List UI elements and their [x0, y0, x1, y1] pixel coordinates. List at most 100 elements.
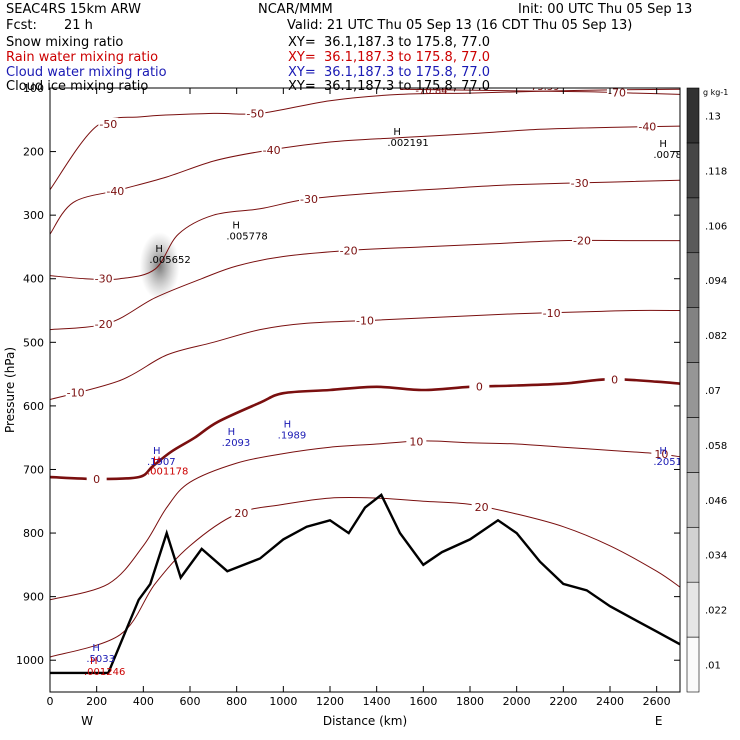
extremum-value-label: .005652 — [149, 255, 190, 266]
isotherm-label: 0 — [476, 381, 483, 394]
isotherm-label: -50 — [99, 118, 117, 131]
colorbar-unit: g kg-1 — [703, 88, 728, 97]
isotherm-minus70 — [399, 88, 680, 95]
x-tick-label: 1400 — [363, 695, 391, 708]
colorbar-swatch — [686, 87, 700, 144]
west-label: W — [81, 714, 93, 728]
extremum-h-marker: H — [659, 139, 667, 150]
fcst-label: Fcst: — [6, 18, 37, 33]
field-xy-cloud-water: XY= 36.1,187.3 to 175.8, 77.0 — [288, 65, 491, 80]
colorbar-swatch — [686, 307, 700, 363]
terrain-line — [50, 493, 680, 675]
colorbar-label: .01 — [705, 661, 721, 672]
colorbar-label: .046 — [705, 496, 727, 507]
east-label: E — [655, 714, 663, 728]
colorbar-swatch — [686, 581, 700, 638]
extremum-value-label: .2093 — [222, 438, 251, 449]
fcst-value: 21 h — [64, 18, 93, 33]
field-name-cloud-ice: Cloud ice mixing ratio — [6, 79, 149, 94]
x-tick-label: 2600 — [643, 695, 671, 708]
plot-frame — [49, 87, 681, 693]
isotherm-label: -30 — [300, 193, 318, 206]
y-tick-label: 700 — [23, 463, 44, 476]
x-tick-label: 1200 — [316, 695, 344, 708]
x-tick-label: 2200 — [549, 695, 577, 708]
colorbar-swatch — [686, 417, 700, 473]
extremum-value-label: .5033 — [86, 654, 115, 665]
extremum-h-marker: H — [284, 419, 292, 430]
colorbar-label: .034 — [705, 551, 727, 562]
extremum-value-label: .1989 — [278, 430, 307, 441]
isotherm-label: -40 — [106, 185, 124, 198]
y-tick-label: 300 — [23, 209, 44, 222]
isotherm-label: -10 — [543, 307, 561, 320]
colorbar-swatch — [686, 526, 700, 583]
isotherm-label: -50 — [246, 107, 264, 120]
isotherm-label: 10 — [654, 448, 668, 461]
model-title: SEAC4RS 15km ARW — [6, 2, 142, 17]
extremum-h-marker: H — [153, 456, 161, 467]
extremum-value-label: .1907 — [147, 457, 176, 468]
colorbar-label: .058 — [705, 441, 727, 452]
y-tick-label: 400 — [23, 273, 44, 286]
isotherm-minus10 — [50, 309, 680, 400]
colorbar-swatch — [686, 362, 700, 418]
extremum-value-label: .2051 — [653, 457, 682, 468]
colorbar-label: .118 — [705, 166, 727, 177]
field-name-rain: Rain water mixing ratio — [6, 50, 159, 65]
y-tick-label: 200 — [23, 146, 44, 159]
colorbar-label: .106 — [705, 221, 727, 232]
extremum-h-marker: H — [228, 427, 236, 438]
isotherm-10 — [50, 440, 680, 601]
y-tick-label: 500 — [23, 336, 44, 349]
colorbar-label: .082 — [705, 331, 727, 342]
org-label: NCAR/MMM — [258, 2, 333, 17]
isotherm-label: 20 — [234, 507, 248, 520]
isotherm-label: 20 — [475, 501, 489, 514]
extremum-h-marker: H — [90, 656, 98, 667]
colorbar-label: .07 — [705, 386, 721, 397]
x-tick-label: 400 — [133, 695, 154, 708]
isotherm-label: -20 — [95, 318, 113, 331]
colorbar-swatch — [686, 142, 700, 199]
extremum-h-marker: H — [92, 643, 100, 654]
isotherm-label: -40 — [638, 121, 656, 134]
extremum-h-marker: H — [155, 244, 163, 255]
x-tick-label: 1800 — [456, 695, 484, 708]
isotherm-minus30 — [50, 179, 680, 281]
x-tick-label: 1600 — [409, 695, 437, 708]
extremum-h-marker: H — [232, 220, 240, 231]
colorbar-swatch — [686, 197, 700, 254]
field-xy-snow: XY= 36.1,187.3 to 175.8, 77.0 — [288, 35, 491, 50]
y-tick-label: 600 — [23, 400, 44, 413]
isotherm-label: 0 — [611, 373, 618, 386]
init-time: Init: 00 UTC Thu 05 Sep 13 — [518, 2, 693, 17]
colorbar-swatch — [686, 252, 700, 308]
isotherm-label: -30 — [95, 273, 113, 286]
extremum-value-label: .001178 — [147, 467, 188, 478]
isotherm-label: -10 — [356, 315, 374, 328]
isotherm-label: 10 — [409, 435, 423, 448]
isotherm-0 — [50, 377, 680, 481]
x-tick-label: 2400 — [596, 695, 624, 708]
field-name-cloud-water: Cloud water mixing ratio — [6, 65, 167, 80]
x-tick-label: 800 — [226, 695, 247, 708]
colorbar-swatch — [686, 472, 700, 528]
extremum-h-marker: H — [153, 446, 161, 457]
isotherm-label: -30 — [571, 177, 589, 190]
x-tick-label: 200 — [86, 695, 107, 708]
extremum-value-label: -70.84 — [415, 86, 447, 97]
y-tick-label: 1000 — [16, 654, 44, 667]
extremum-value-label: .002191 — [387, 138, 428, 149]
x-tick-label: 1000 — [269, 695, 297, 708]
isotherm-label: -20 — [340, 245, 358, 258]
y-tick-label: 800 — [23, 527, 44, 540]
snow-shading — [139, 232, 180, 301]
extremum-value-label: .005778 — [226, 231, 267, 242]
x-axis-label: Distance (km) — [323, 714, 407, 728]
colorbar-label: .022 — [705, 606, 727, 617]
extremum-value-label: .00782 — [653, 150, 688, 161]
isotherm-minus20 — [50, 239, 680, 331]
extremum-value-label: -73.59 — [527, 82, 559, 93]
